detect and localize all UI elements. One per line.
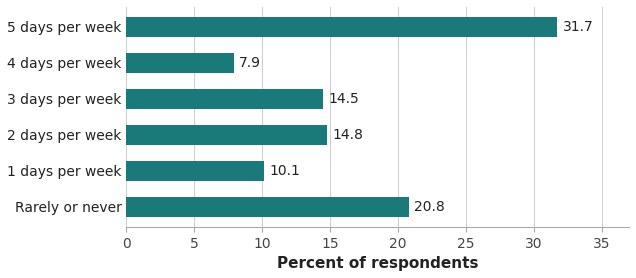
Bar bbox=[127, 125, 328, 145]
Bar bbox=[127, 89, 323, 109]
Text: 14.8: 14.8 bbox=[333, 128, 364, 142]
Text: 31.7: 31.7 bbox=[562, 20, 593, 34]
Bar bbox=[127, 53, 233, 73]
Text: 14.5: 14.5 bbox=[329, 92, 359, 106]
Bar bbox=[127, 17, 557, 37]
X-axis label: Percent of respondents: Percent of respondents bbox=[277, 256, 478, 271]
Bar bbox=[127, 161, 263, 181]
Text: 20.8: 20.8 bbox=[415, 200, 445, 214]
Bar bbox=[127, 197, 409, 217]
Text: 10.1: 10.1 bbox=[269, 164, 300, 178]
Text: 7.9: 7.9 bbox=[239, 56, 261, 70]
